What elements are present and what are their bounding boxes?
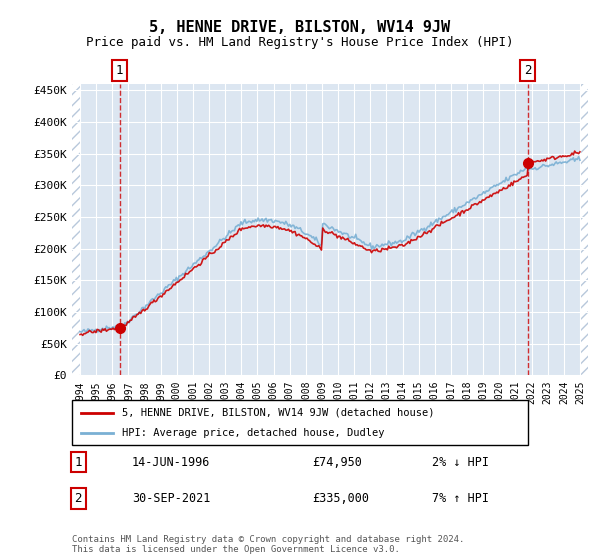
Text: 5, HENNE DRIVE, BILSTON, WV14 9JW: 5, HENNE DRIVE, BILSTON, WV14 9JW [149, 20, 451, 35]
Text: 5, HENNE DRIVE, BILSTON, WV14 9JW (detached house): 5, HENNE DRIVE, BILSTON, WV14 9JW (detac… [122, 408, 434, 418]
Text: 30-SEP-2021: 30-SEP-2021 [132, 492, 211, 505]
Text: 2% ↓ HPI: 2% ↓ HPI [432, 455, 489, 469]
FancyBboxPatch shape [72, 400, 528, 445]
Text: £335,000: £335,000 [312, 492, 369, 505]
Text: Contains HM Land Registry data © Crown copyright and database right 2024.
This d: Contains HM Land Registry data © Crown c… [72, 535, 464, 554]
Text: 7% ↑ HPI: 7% ↑ HPI [432, 492, 489, 505]
Bar [72, 84, 80, 375]
Text: 2: 2 [74, 492, 82, 505]
Text: 1: 1 [116, 64, 124, 77]
Text: Price paid vs. HM Land Registry's House Price Index (HPI): Price paid vs. HM Land Registry's House … [86, 36, 514, 49]
Text: 2: 2 [524, 64, 531, 77]
Text: 1: 1 [74, 455, 82, 469]
Text: 14-JUN-1996: 14-JUN-1996 [132, 455, 211, 469]
Bar [580, 84, 588, 375]
Text: HPI: Average price, detached house, Dudley: HPI: Average price, detached house, Dudl… [122, 428, 385, 438]
Text: £74,950: £74,950 [312, 455, 362, 469]
